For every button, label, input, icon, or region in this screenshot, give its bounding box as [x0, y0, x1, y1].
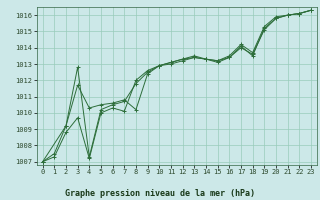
Text: Graphe pression niveau de la mer (hPa): Graphe pression niveau de la mer (hPa) [65, 189, 255, 198]
